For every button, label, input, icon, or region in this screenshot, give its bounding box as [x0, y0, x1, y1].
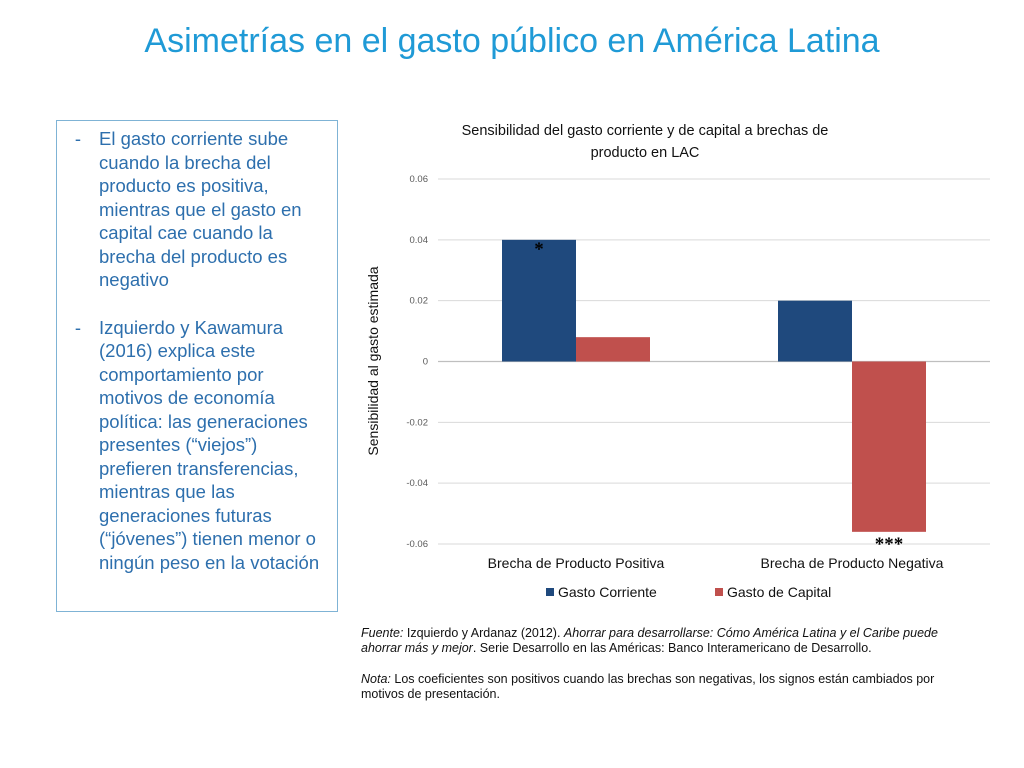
legend-label: Gasto Corriente: [558, 584, 657, 600]
chart-title-line2: producto en LAC: [591, 145, 700, 161]
bullet-item: - El gasto corriente sube cuando la brec…: [57, 127, 331, 292]
y-axis-label: Sensibilidad al gasto estimada: [365, 266, 381, 455]
category-label: Brecha de Producto Negativa: [761, 555, 944, 571]
source-note: Fuente: Izquierdo y Ardanaz (2012). Ahor…: [361, 626, 971, 656]
y-tick-label: 0.06: [410, 174, 429, 185]
source-series: . Serie Desarrollo en las Américas: Banc…: [472, 641, 872, 655]
bullet-text: El gasto corriente sube cuando la brecha…: [99, 128, 302, 290]
y-tick-label: -0.06: [406, 539, 428, 550]
bar-chart: Sensibilidad del gasto corriente y de ca…: [365, 123, 990, 600]
legend: Gasto Corriente Gasto de Capital: [546, 584, 831, 600]
category-label: Brecha de Producto Positiva: [488, 555, 665, 571]
bar: [502, 239, 576, 362]
significance-mark: ***: [875, 534, 904, 555]
legend-swatch: [715, 588, 723, 596]
legend-label: Gasto de Capital: [727, 584, 831, 600]
y-tick-labels: 0.06 0.04 0.02 0 -0.02 -0.04 -0.06: [406, 174, 428, 550]
significance-marks: ****: [534, 239, 903, 555]
bar: [852, 361, 926, 532]
method-note: Nota: Los coeficientes son positivos cua…: [361, 672, 971, 702]
explanation-textbox: - El gasto corriente sube cuando la brec…: [56, 120, 338, 612]
y-tick-label: 0.02: [410, 296, 429, 307]
bullet-text: Izquierdo y Kawamura (2016) explica este…: [99, 316, 320, 573]
source-authors: Izquierdo y Ardanaz (2012).: [403, 626, 564, 640]
bars: [502, 239, 926, 532]
note-label: Nota:: [361, 672, 391, 686]
chart-notes: Fuente: Izquierdo y Ardanaz (2012). Ahor…: [361, 626, 971, 718]
chart-title-line1: Sensibilidad del gasto corriente y de ca…: [462, 123, 829, 139]
bullet-dash: -: [74, 316, 82, 338]
bullet-item: - Izquierdo y Kawamura (2016) explica es…: [57, 316, 331, 575]
y-tick-label: -0.02: [406, 417, 428, 428]
y-tick-label: 0: [423, 357, 428, 368]
significance-mark: *: [534, 239, 544, 260]
category-labels: Brecha de Producto Positiva Brecha de Pro…: [488, 555, 944, 571]
bullet-dash: -: [74, 128, 82, 149]
bar: [778, 300, 852, 362]
source-title: Ahorrar para desarrollarse: Cómo América…: [361, 626, 938, 655]
y-tick-label: 0.04: [410, 235, 429, 246]
legend-swatch: [546, 588, 554, 596]
y-tick-label: -0.04: [406, 478, 428, 489]
page-title: Asimetrías en el gasto público en Améric…: [144, 22, 880, 60]
source-label: Fuente:: [361, 626, 404, 640]
bar: [576, 337, 650, 362]
note-text: Los coeficientes son positivos cuando la…: [361, 672, 935, 701]
